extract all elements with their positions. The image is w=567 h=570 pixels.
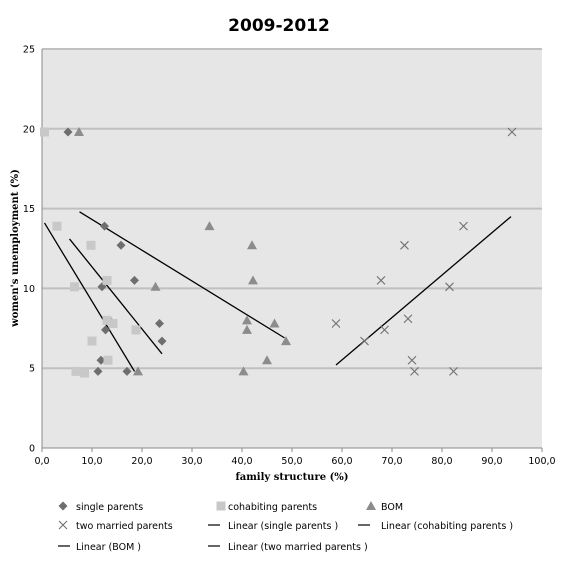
data-point-diamond <box>157 336 167 346</box>
trendline <box>43 222 136 372</box>
data-point-x <box>376 276 386 285</box>
tick-labels: 0 5 10 15 20 25 0,0 10,0 20,0 30,0 40,0 50,0 60,0 70,… <box>23 45 556 468</box>
data-point-diamond <box>122 366 132 376</box>
y-axis-label: women's unemployment (%) <box>10 169 21 328</box>
data-point-triangle <box>74 126 84 136</box>
x-axis-label: family structure (%) <box>235 472 348 483</box>
data-point-diamond <box>116 240 126 250</box>
data-point-triangle <box>238 366 249 376</box>
trendline <box>68 238 163 355</box>
legend-label: Linear (cohabiting parents ) <box>381 521 513 532</box>
data-point-x <box>449 367 458 376</box>
data-point-triangle <box>269 318 280 328</box>
x-tick-label: 70,0 <box>381 456 402 467</box>
legend-label: Linear (two married parents ) <box>228 542 368 553</box>
data-point-diamond <box>96 355 106 365</box>
data-point-square <box>102 315 112 325</box>
data-point-diamond <box>93 366 103 376</box>
data-point-x <box>459 221 468 231</box>
chart-title: 2009-2012 <box>228 16 330 36</box>
data-point-triangle <box>133 366 143 376</box>
data-point-x <box>445 282 454 292</box>
y-tick-label: 0 <box>29 444 35 455</box>
data-point-triangle <box>262 355 272 365</box>
data-points <box>40 126 517 378</box>
legend-marker-diamond <box>58 501 68 511</box>
legend-marker-square <box>216 501 226 511</box>
data-point-square <box>52 221 62 231</box>
x-tick-label: 100,0 <box>528 456 555 467</box>
data-point-square <box>103 355 113 365</box>
legend-label: Linear (BOM ) <box>76 542 141 553</box>
axes <box>41 49 543 452</box>
data-point-triangle <box>248 275 258 285</box>
data-point-square <box>71 366 81 376</box>
x-tick-label: 80,0 <box>431 456 452 467</box>
data-point-triangle <box>150 281 161 291</box>
legend-label: BOM <box>381 502 403 513</box>
legend-label: two married parents <box>76 521 173 532</box>
y-tick-label: 25 <box>23 45 35 56</box>
data-point-diamond <box>101 325 110 335</box>
x-tick-label: 30,0 <box>181 456 202 467</box>
x-tick-label: 20,0 <box>131 456 152 467</box>
data-point-diamond <box>155 319 164 329</box>
data-point-triangle <box>242 315 252 325</box>
data-point-triangle <box>247 240 257 250</box>
y-tick-label: 5 <box>29 364 35 375</box>
data-point-diamond <box>100 221 109 231</box>
legend-marker-x <box>58 520 68 530</box>
data-point-square <box>86 240 96 250</box>
data-point-x <box>400 240 409 250</box>
data-point-x <box>380 325 389 335</box>
data-point-square <box>40 127 49 137</box>
x-tick-label: 0,0 <box>34 456 49 467</box>
data-point-square <box>102 275 112 285</box>
data-point-x <box>507 127 517 137</box>
x-tick-label: 50,0 <box>281 456 302 467</box>
x-tick-label: 60,0 <box>331 456 352 467</box>
data-point-diamond <box>130 275 139 285</box>
legend-label: Linear (single parents ) <box>228 521 338 532</box>
plot-area <box>42 49 542 448</box>
y-tick-label: 20 <box>23 124 35 135</box>
data-point-triangle <box>204 221 215 231</box>
y-tick-label: 10 <box>23 284 35 295</box>
legend-label: single parents <box>76 502 143 513</box>
legend-marker-triangle <box>366 501 376 510</box>
grid-lines <box>42 48 542 370</box>
data-point-x <box>403 314 413 324</box>
data-point-x <box>410 367 419 376</box>
legend-label: cohabiting parents <box>228 502 317 513</box>
data-point-x <box>360 336 369 346</box>
x-tick-label: 40,0 <box>231 456 252 467</box>
data-point-square <box>131 325 141 335</box>
data-point-square <box>70 282 79 292</box>
legend: single parents cohabiting parents BOM two m… <box>58 501 513 553</box>
data-point-square <box>87 336 97 346</box>
data-point-x <box>407 355 417 365</box>
data-point-square <box>80 368 89 378</box>
trendlines <box>43 211 512 372</box>
data-point-diamond <box>63 127 73 137</box>
x-tick-label: 90,0 <box>481 456 502 467</box>
y-tick-label: 15 <box>23 204 35 215</box>
x-tick-label: 10,0 <box>81 456 102 467</box>
data-point-x <box>331 319 341 328</box>
data-point-triangle <box>242 324 252 334</box>
trendline <box>79 211 285 339</box>
data-point-square <box>108 319 118 329</box>
data-point-triangle <box>281 336 291 346</box>
